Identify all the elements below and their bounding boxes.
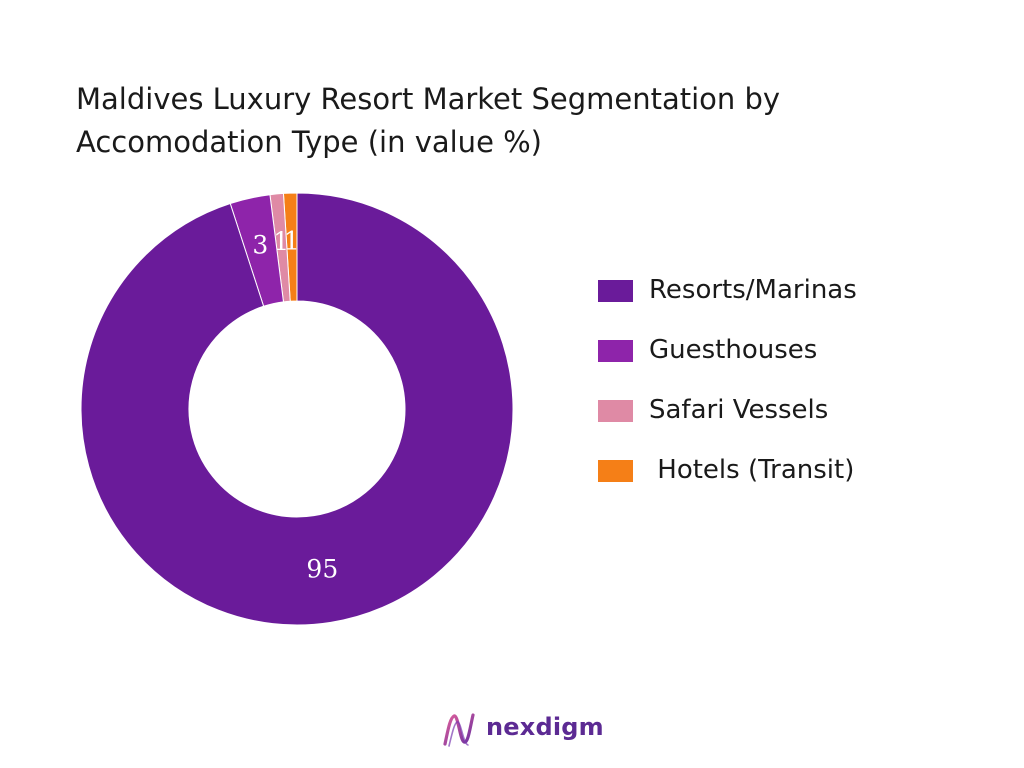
nexdigm-logo-icon xyxy=(443,713,475,747)
legend-label: Guesthouses xyxy=(649,335,818,365)
legend-swatch xyxy=(598,400,633,422)
legend-swatch xyxy=(598,460,633,482)
donut-slices xyxy=(80,192,514,626)
slice-label-guesthouses: 3 xyxy=(252,231,268,260)
legend-swatch xyxy=(598,340,633,362)
slice-safari-vessels xyxy=(269,192,291,303)
slice-label-safari-vessels: 1 xyxy=(273,227,289,256)
chart-title: Maldives Luxury Resort Market Segmentati… xyxy=(76,78,936,164)
brand-name: nexdigm xyxy=(486,713,604,741)
slice-resorts-marinas xyxy=(80,192,514,626)
slice-guesthouses xyxy=(229,194,285,307)
chart-title-line-2: Accomodation Type (in value %) xyxy=(76,125,542,159)
donut-slice-labels: 113 95 xyxy=(252,227,338,584)
legend-label: Hotels (Transit) xyxy=(649,455,855,485)
chart-title-line-1: Maldives Luxury Resort Market Segmentati… xyxy=(76,82,781,116)
legend-swatch xyxy=(598,280,633,302)
slice-label-resorts-marinas: 95 xyxy=(306,555,338,584)
legend-label: Safari Vessels xyxy=(649,395,829,425)
slice-label-hotels-transit: 1 xyxy=(284,227,300,256)
legend-label: Resorts/Marinas xyxy=(649,275,857,305)
